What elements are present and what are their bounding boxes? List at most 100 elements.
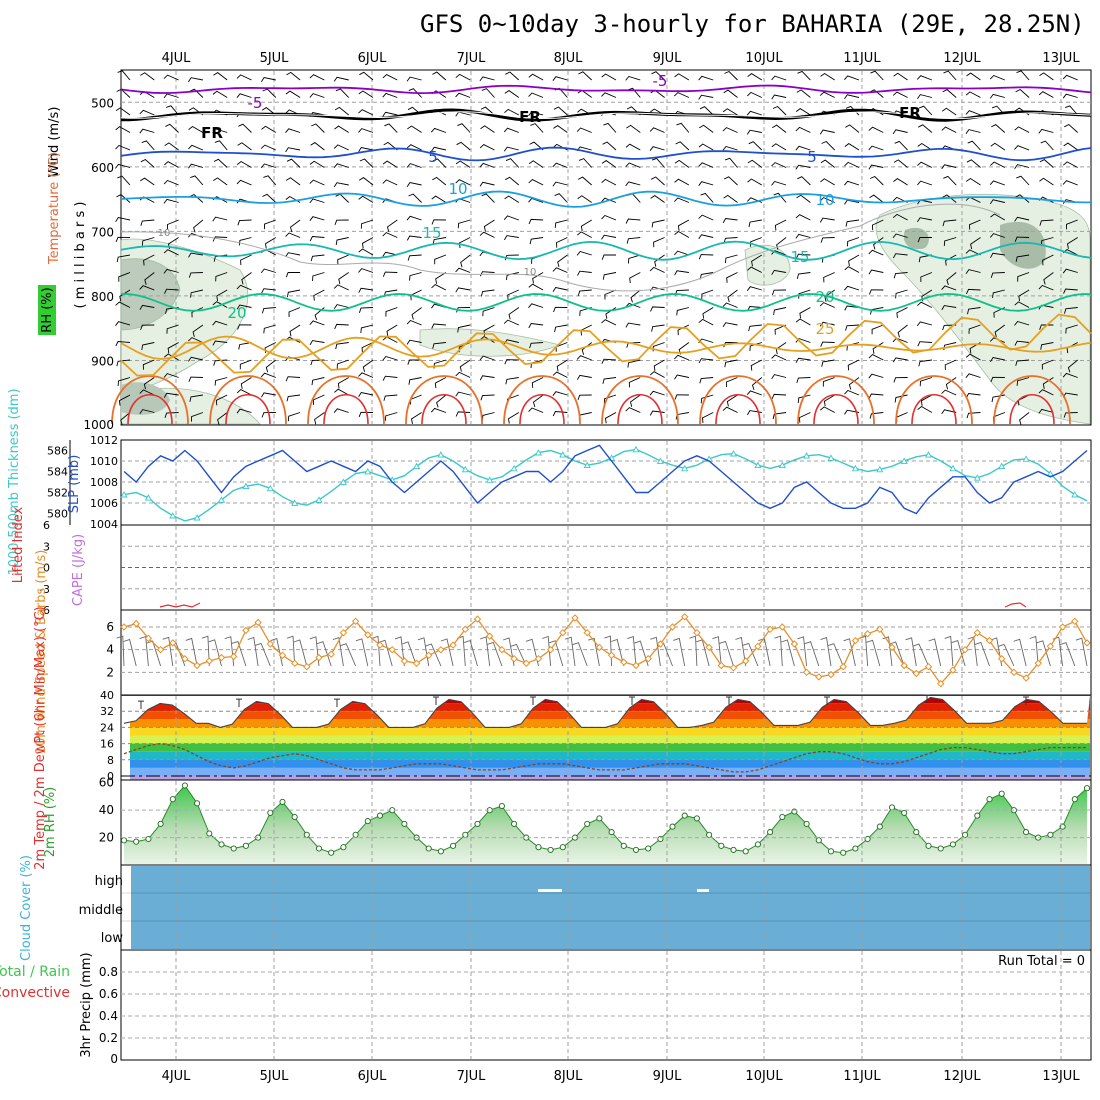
wind-barb [698,181,714,186]
wind-barb [674,159,690,168]
wind-barb [990,161,1006,168]
wind-barb [845,124,860,133]
rh-marker [376,812,384,819]
wind-barb [967,307,981,315]
rh-marker [437,848,444,855]
wind-barb [1063,161,1078,168]
wind-barb [917,301,933,308]
wind-barb [629,272,641,284]
wind10m-barb [742,642,759,667]
wind-barb [819,321,835,327]
wind-barb [625,143,641,151]
wind10m-marker [315,653,323,662]
wind-barb [649,266,665,273]
wind-barb [432,158,447,168]
wind-barb [966,177,981,186]
wind-barb [946,272,957,286]
wind-barb [139,196,155,203]
wind10m-barb [1075,637,1088,667]
wind10m-barb [689,635,698,667]
thickness-marker [461,465,469,473]
rh-marker [535,844,542,851]
wind-barb [1062,268,1078,274]
precip-axis-label: 3hr Precip (mm) [79,952,94,1057]
rh-line [123,784,1088,854]
wind-barb [627,87,641,98]
wind-barb [528,323,544,329]
wind-barb [358,372,374,378]
wind-barb [990,272,1005,278]
wind-barb [261,107,277,116]
wind10m-marker [815,673,823,681]
wind-barb [191,307,204,318]
lifted-index-line [159,602,201,608]
wind10m-barb [774,635,783,667]
wind-barb [625,322,641,328]
wind-barb [286,394,301,402]
wind-barb [335,237,349,245]
thickness-marker [266,484,274,492]
wind-barb [309,320,325,326]
rh-tick: 40 [99,803,114,817]
wind-barb [796,89,811,98]
wind-barb [819,129,835,135]
wind-barb [577,289,592,296]
rh-marker [242,842,249,849]
wind-barb [601,234,617,240]
wind10m-marker [485,632,494,640]
rh-marker [450,842,457,849]
wind-barb [337,377,349,389]
wind-barb [651,157,665,168]
wind10m-marker [656,640,665,648]
wind-barb [844,75,860,81]
wind-barb [358,146,374,152]
rh-marker [852,845,859,852]
wind-barb [1065,324,1078,334]
wind-barb [1062,74,1078,81]
rh-marker [559,844,566,851]
wind-barb [529,342,544,349]
wind10m-marker [851,636,860,645]
rh-marker [596,815,603,822]
wind-barb [430,407,447,413]
wind10m-barb [712,636,722,667]
li-tick: 0 [43,562,50,575]
wind-barb [358,307,374,313]
wind-barb [824,289,835,302]
wind-barb [771,75,787,81]
wind-barb [309,179,325,186]
rh-marker [218,841,225,848]
rh-marker [1071,796,1078,803]
thickness-marker [315,496,323,503]
wind-barb [313,289,325,301]
wind-barb [265,237,277,249]
wind-barb [601,73,617,81]
wind-barb [944,359,957,370]
wind-barb [119,289,131,302]
thickness-marker [437,451,445,458]
wind-barb [968,324,981,334]
wind-barb [897,324,908,338]
wind-barb [286,158,301,168]
wind10m-barb [1029,635,1039,667]
wind-barb [941,305,957,311]
wind-barb [1063,142,1078,151]
thickness-marker [1071,491,1079,498]
wind-barb [895,289,908,299]
wind10m-marker [973,628,982,637]
wind-barb [969,219,981,230]
wind-barb [556,359,568,372]
wind-barb [140,219,155,226]
wind-barb [625,218,641,224]
wind-barb [166,105,179,116]
wind10m-marker [961,645,969,654]
wind-barb [965,249,981,256]
rh-marker [181,782,188,789]
wind-barb [312,394,325,405]
wind-barb [698,234,714,240]
rh-marker [584,820,591,827]
temperature-lines [123,694,1087,773]
precip-convective-label: Convective [0,985,70,1001]
wind-barb [1014,320,1030,326]
wind-barb [504,195,520,203]
